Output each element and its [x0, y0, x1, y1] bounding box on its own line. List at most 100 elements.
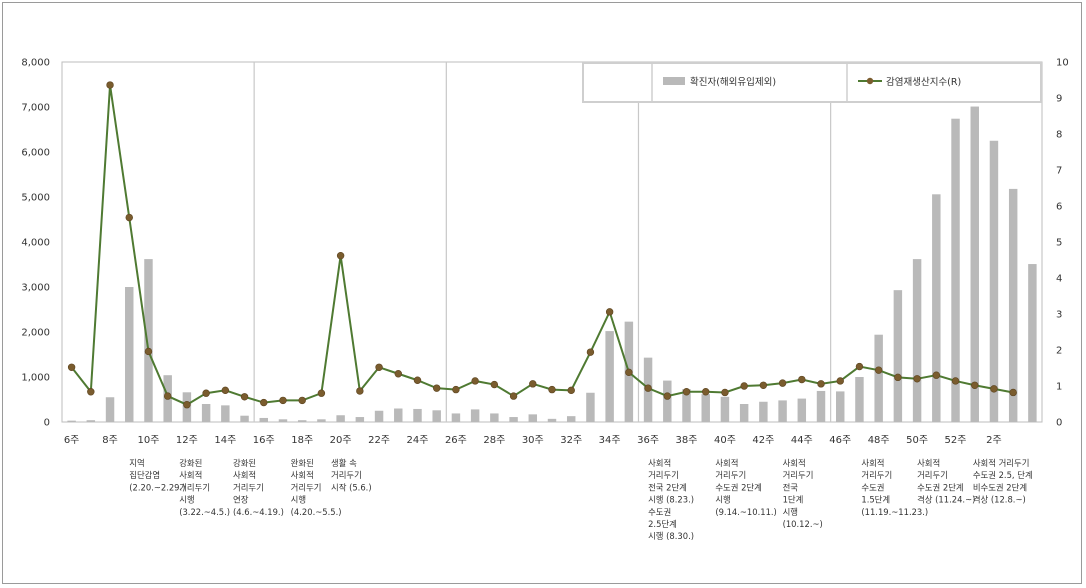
r-value-point [932, 371, 941, 379]
r-value-point [1009, 388, 1017, 397]
r-value-point [144, 347, 153, 356]
annotation-line: 2.5단계 [648, 519, 677, 529]
r-value-point [433, 384, 441, 392]
bar-confirmed [874, 334, 883, 422]
x-tick-label: 36주 [637, 435, 659, 446]
annotation-line: (4.20.~5.5.) [291, 507, 342, 517]
bar-confirmed [605, 331, 614, 422]
r-value-point [509, 392, 518, 400]
annotation-line: 사회적 거리두기 [973, 458, 1030, 468]
r-value-point [221, 386, 230, 395]
r-value-point [740, 382, 748, 390]
annotation-line: 거리두기 [291, 482, 322, 492]
annotation-line: 1.5단계 [861, 495, 890, 505]
annotation-line: 거리두기 [783, 470, 814, 480]
x-tick-label: 30주 [522, 435, 544, 446]
r-value-point [759, 381, 768, 389]
r-value-point [874, 366, 883, 374]
r-value-point [67, 363, 76, 371]
r-value-point [202, 389, 210, 397]
annotation-line: 수도권 2단계 [917, 482, 964, 492]
r-value-point [663, 392, 671, 400]
annotation-line: 사회적 [648, 458, 671, 468]
bar-confirmed [240, 415, 249, 422]
y-left-tick-label: 4,000 [21, 238, 50, 249]
x-tick-label: 22주 [368, 435, 390, 446]
y-left-tick-label: 2,000 [21, 328, 50, 339]
x-tick-label: 24주 [407, 435, 429, 446]
bar-confirmed [816, 390, 826, 422]
y-left-tick-label: 3,000 [21, 283, 50, 294]
r-value-point [855, 362, 864, 371]
r-value-point [317, 389, 326, 397]
x-tick-label: 2주 [986, 435, 1002, 446]
annotation-line: 사회적 [861, 458, 884, 468]
bar-confirmed [855, 377, 864, 422]
r-value-point [644, 384, 652, 392]
bar-confirmed [394, 408, 403, 422]
r-value-point [490, 380, 499, 389]
r-value-point [721, 388, 729, 397]
annotation-line: 사회적 [291, 470, 314, 480]
y-left-tick-label: 8,000 [21, 58, 50, 69]
r-value-point [183, 401, 191, 409]
annotation-line: (3.22.~4.5.) [179, 507, 230, 517]
annotation-line: 거리두기 [917, 470, 948, 480]
annotation-line: 비수도권 2단계 [973, 482, 1027, 492]
x-tick-label: 18주 [291, 435, 313, 446]
x-tick-label: 20주 [330, 435, 352, 446]
y-left-tick-label: 7,000 [21, 103, 50, 114]
y-right-tick-label: 1 [1056, 382, 1062, 393]
x-tick-label: 6주 [64, 435, 80, 446]
annotation-line: 격상 (12.8.~) [973, 495, 1026, 505]
bar-confirmed [739, 404, 749, 422]
bar-confirmed [1028, 264, 1037, 422]
bar-confirmed [586, 392, 595, 422]
annotation-line: 수도권 [861, 482, 884, 492]
legend-label-r: 감염재생산지수(R) [886, 76, 961, 88]
r-value-point [125, 213, 133, 222]
bar-confirmed [1008, 188, 1018, 422]
annotation-line: 사회적 [179, 470, 202, 480]
r-value-point [240, 393, 249, 401]
r-value-point [951, 377, 960, 385]
r-value-point [682, 388, 691, 396]
bar-confirmed [201, 404, 211, 422]
annotation-line: 사회적 [917, 458, 940, 468]
x-tick-label: 10주 [138, 435, 160, 446]
r-value-point [163, 392, 172, 400]
r-value-point [913, 375, 921, 383]
bar-confirmed [836, 391, 845, 422]
r-value-point [798, 375, 806, 384]
annotation-line: 강화된 [179, 458, 202, 468]
line-r-value [70, 84, 1014, 406]
annotation-line: 거리두기 [179, 482, 210, 492]
annotation-line: 지역 [129, 458, 144, 468]
legend-label-confirmed: 확진자(해외유입제외) [690, 76, 776, 88]
y-right-tick-label: 8 [1056, 130, 1062, 141]
x-tick-label: 8주 [102, 435, 118, 446]
bar-confirmed [125, 287, 134, 422]
annotation-line: 수도권 2단계 [715, 482, 762, 492]
bar-confirmed [566, 416, 576, 422]
r-value-point [836, 377, 844, 385]
x-tick-label: 12주 [176, 435, 198, 446]
annotation-line: (2.20.~2.29.) [129, 482, 185, 492]
bar-confirmed [278, 419, 288, 422]
bar-confirmed [932, 194, 941, 422]
bar-confirmed [951, 118, 960, 422]
r-value-point [605, 308, 614, 316]
annotation-line: 생활 속 [331, 458, 357, 468]
legend-swatch-marker [866, 77, 874, 85]
bar-confirmed [893, 290, 903, 422]
r-value-point [586, 348, 595, 356]
x-tick-label: 16주 [253, 435, 275, 446]
y-right-tick-label: 9 [1056, 94, 1062, 105]
annotation-line: 집단감염 [129, 470, 160, 480]
